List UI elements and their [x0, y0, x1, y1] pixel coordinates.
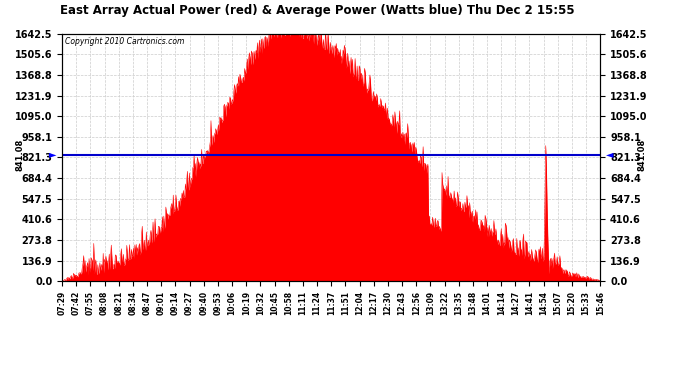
Text: 841.08: 841.08 — [638, 138, 647, 171]
Text: ◄: ◄ — [606, 150, 613, 159]
Text: East Array Actual Power (red) & Average Power (Watts blue) Thu Dec 2 15:55: East Array Actual Power (red) & Average … — [60, 4, 575, 17]
Text: Copyright 2010 Cartronics.com: Copyright 2010 Cartronics.com — [65, 38, 184, 46]
Text: ►: ► — [49, 150, 57, 159]
Text: 841.08: 841.08 — [16, 138, 25, 171]
